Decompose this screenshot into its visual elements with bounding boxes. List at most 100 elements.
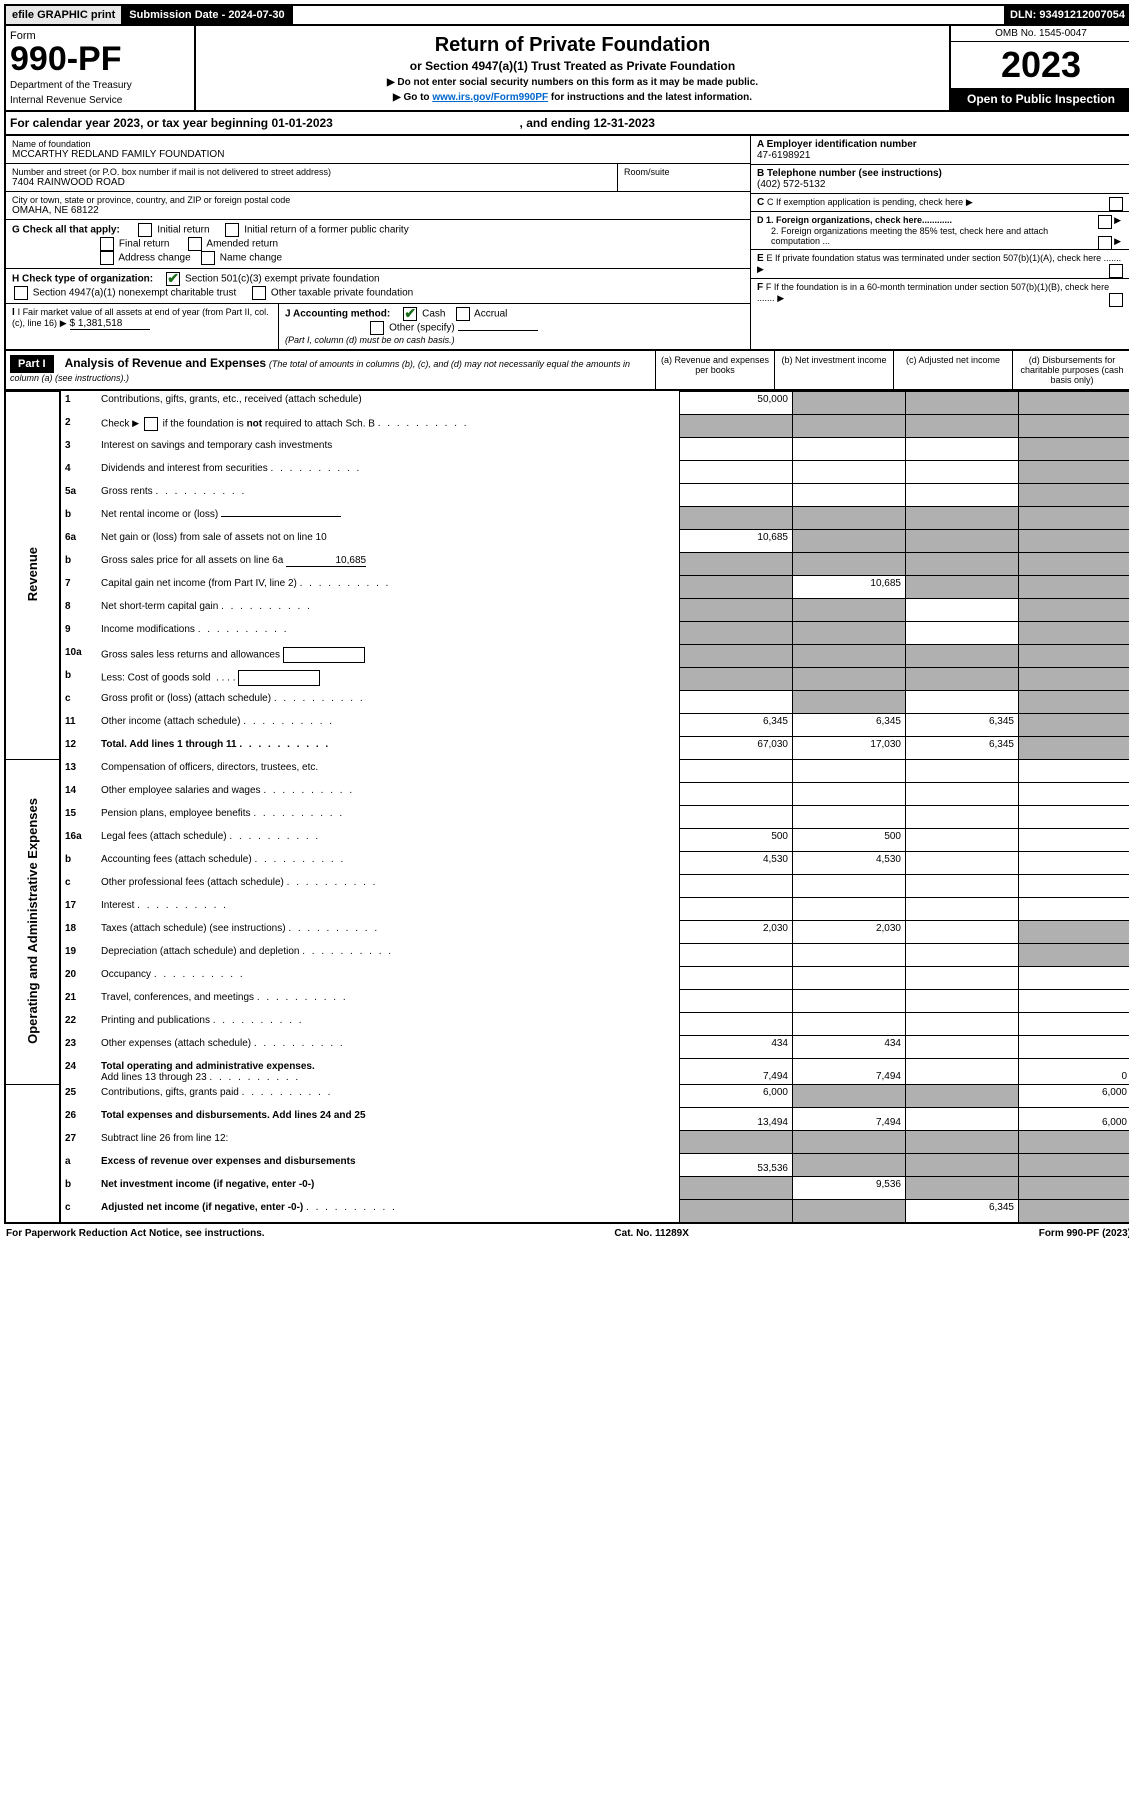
checkbox-cash[interactable]: [403, 307, 417, 321]
g-label: G Check all that apply:: [12, 225, 120, 236]
table-row: 27Subtract line 26 from line 12:: [5, 1131, 1129, 1154]
addr-label: Number and street (or P.O. box number if…: [12, 167, 611, 177]
dln-label: DLN: 93491212007054: [1004, 6, 1129, 24]
city-cell: City or town, state or province, country…: [6, 192, 750, 220]
section-c: C C If exemption application is pending,…: [751, 194, 1129, 212]
efile-print-button[interactable]: efile GRAPHIC print: [6, 6, 123, 24]
table-row: 20Occupancy: [5, 967, 1129, 990]
cal-text2: , and ending: [520, 116, 594, 130]
form-number: 990-PF: [10, 42, 190, 76]
arrow-icon: [1114, 236, 1121, 247]
checkbox-accrual[interactable]: [456, 307, 470, 321]
arrow-icon: [966, 197, 973, 208]
expenses-side-label: Operating and Administrative Expenses: [5, 760, 60, 1085]
checkbox-4947[interactable]: [14, 286, 28, 300]
arrow-icon: [60, 318, 67, 329]
checkbox-d2[interactable]: [1098, 236, 1112, 250]
instr-2: ▶ Go to www.irs.gov/Form990PF for instru…: [202, 92, 943, 103]
form-header: Form 990-PF Department of the Treasury I…: [4, 26, 1129, 112]
checkbox-501c3[interactable]: [166, 272, 180, 286]
submission-date: Submission Date - 2024-07-30: [123, 6, 292, 24]
table-row: bNet investment income (if negative, ent…: [5, 1177, 1129, 1200]
info-section: Name of foundation MCCARTHY REDLAND FAMI…: [4, 136, 1129, 351]
instr-1: ▶ Do not enter social security numbers o…: [202, 77, 943, 88]
name-label: Name of foundation: [12, 139, 744, 149]
section-f: F F If the foundation is in a 60-month t…: [751, 279, 1129, 307]
g4: Amended return: [206, 239, 278, 250]
j-label: J Accounting method:: [285, 309, 390, 320]
form-title: Return of Private Foundation: [202, 34, 943, 57]
city-value: OMAHA, NE 68122: [12, 205, 744, 216]
checkbox-address-change[interactable]: [100, 251, 114, 265]
cal-end: 12-31-2023: [594, 116, 655, 130]
table-row: cOther professional fees (attach schedul…: [5, 875, 1129, 898]
checkbox-initial-return[interactable]: [138, 223, 152, 237]
table-row: 6aNet gain or (loss) from sale of assets…: [5, 530, 1129, 553]
table-row: 9Income modifications: [5, 622, 1129, 645]
instr-2-prefix: ▶ Go to: [393, 92, 432, 103]
header-right: OMB No. 1545-0047 2023 Open to Public In…: [949, 26, 1129, 110]
ein-cell: A Employer identification number 47-6198…: [751, 136, 1129, 165]
table-row: 22Printing and publications: [5, 1013, 1129, 1036]
part1-header-row: Part I Analysis of Revenue and Expenses …: [4, 351, 1129, 391]
table-row: 16aLegal fees (attach schedule) 500500: [5, 829, 1129, 852]
checkbox-name-change[interactable]: [201, 251, 215, 265]
d2: 2. Foreign organizations meeting the 85%…: [771, 226, 1048, 246]
j1: Cash: [422, 309, 445, 320]
checkbox-final-return[interactable]: [100, 237, 114, 251]
line-desc: Check if the foundation is not required …: [97, 415, 680, 438]
f-label: F If the foundation is in a 60-month ter…: [757, 282, 1109, 303]
g6: Name change: [220, 253, 282, 264]
table-row: bGross sales price for all assets on lin…: [5, 553, 1129, 576]
line-desc: Contributions, gifts, grants, etc., rece…: [97, 392, 680, 415]
arrow-icon: [777, 293, 784, 304]
checkbox-other-method[interactable]: [370, 321, 384, 335]
dept-treasury: Department of the Treasury: [10, 80, 190, 91]
table-row: 7Capital gain net income (from Part IV, …: [5, 576, 1129, 599]
section-d: D 1. Foreign organizations, check here..…: [751, 212, 1129, 250]
cal-begin: 01-01-2023: [271, 116, 332, 130]
phone-value: (402) 572-5132: [757, 179, 1125, 190]
table-row: Operating and Administrative Expenses 13…: [5, 760, 1129, 783]
footer-right: Form 990-PF (2023): [1039, 1228, 1129, 1239]
cal-text1: For calendar year 2023, or tax year begi…: [10, 116, 271, 130]
part1-label: Part I: [10, 355, 54, 373]
checkbox-f[interactable]: [1109, 293, 1123, 307]
instr-2-suffix: for instructions and the latest informat…: [548, 92, 752, 103]
checkbox-e[interactable]: [1109, 264, 1123, 278]
col-b-header: (b) Net investment income: [774, 351, 893, 389]
street-address: 7404 RAINWOOD ROAD: [12, 177, 611, 188]
table-row: bNet rental income or (loss): [5, 507, 1129, 530]
j2: Accrual: [474, 309, 507, 320]
header-left: Form 990-PF Department of the Treasury I…: [6, 26, 196, 110]
checkbox-other-taxable[interactable]: [252, 286, 266, 300]
table-row: 19Depreciation (attach schedule) and dep…: [5, 944, 1129, 967]
a-label: A Employer identification number: [757, 139, 1125, 150]
table-row: 11Other income (attach schedule) 6,3456,…: [5, 714, 1129, 737]
table-row: cGross profit or (loss) (attach schedule…: [5, 691, 1129, 714]
phone-cell: B Telephone number (see instructions) (4…: [751, 165, 1129, 194]
d1: D 1. Foreign organizations, check here..…: [757, 215, 952, 225]
room-label: Room/suite: [624, 167, 744, 177]
table-row: 10aGross sales less returns and allowanc…: [5, 645, 1129, 668]
line-num: 1: [60, 392, 97, 415]
table-row: 18Taxes (attach schedule) (see instructi…: [5, 921, 1129, 944]
checkbox-c[interactable]: [1109, 197, 1123, 211]
checkbox-initial-former[interactable]: [225, 223, 239, 237]
table-row: Revenue 1 Contributions, gifts, grants, …: [5, 392, 1129, 415]
table-row: 25Contributions, gifts, grants paid 6,00…: [5, 1085, 1129, 1108]
foundation-name-cell: Name of foundation MCCARTHY REDLAND FAMI…: [6, 136, 750, 164]
checkbox-d1[interactable]: [1098, 215, 1112, 229]
arrow-icon: [1114, 215, 1121, 226]
section-g: G Check all that apply: Initial return I…: [6, 220, 750, 269]
section-ij: I I Fair market value of all assets at e…: [6, 304, 750, 349]
table-row: aExcess of revenue over expenses and dis…: [5, 1154, 1129, 1177]
h1: Section 501(c)(3) exempt private foundat…: [185, 274, 380, 285]
table-row: 2 Check if the foundation is not require…: [5, 415, 1129, 438]
checkbox-sch-b[interactable]: [144, 417, 158, 431]
amt-b: [793, 392, 906, 415]
table-row: 8Net short-term capital gain: [5, 599, 1129, 622]
g2: Initial return of a former public charit…: [244, 225, 409, 236]
checkbox-amended[interactable]: [188, 237, 202, 251]
form-link[interactable]: www.irs.gov/Form990PF: [432, 92, 548, 103]
